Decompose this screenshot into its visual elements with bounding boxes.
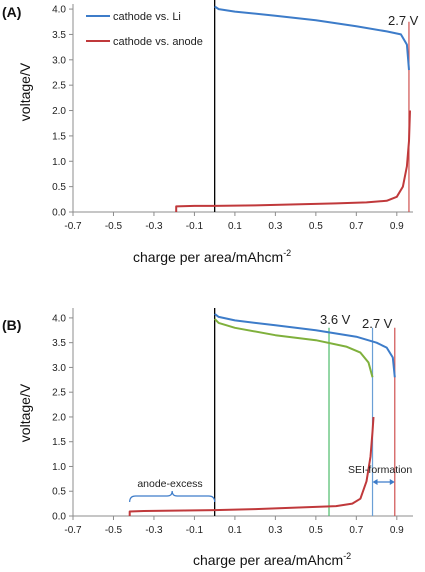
- x-tick-label: 0.5: [309, 525, 323, 536]
- panel-a-x-ticks: -0.7 -0.5 -0.3 -0.1 0.1 0.3 0.5 0.7 0.9: [64, 212, 404, 232]
- panel-a-y-ticks: 0.0 0.5 1.0 1.5 2.0 2.5 3.0 3.5 4.0: [52, 5, 73, 219]
- y-tick-label: 4.0: [52, 313, 66, 324]
- series-line: [214, 313, 396, 378]
- x-tick-label: 0.3: [268, 221, 282, 232]
- panel-a-marker-lines: [214, 0, 410, 212]
- x-tick-label: 0.1: [228, 221, 242, 232]
- y-tick-label: 1.0: [52, 157, 66, 168]
- series-line: [213, 318, 374, 378]
- x-tick-label: -0.5: [105, 221, 123, 232]
- x-tick-label: 0.9: [390, 525, 404, 536]
- y-tick-label: 2.5: [52, 81, 66, 92]
- x-tick-label: 0.9: [390, 221, 404, 232]
- y-tick-label: 3.5: [52, 338, 66, 349]
- y-tick-label: 0.5: [52, 182, 66, 193]
- series-line: [214, 5, 410, 71]
- y-tick-label: 4.0: [52, 5, 66, 16]
- x-tick-label: -0.1: [186, 525, 204, 536]
- panel-b-y-axis-label: voltage/V: [17, 383, 33, 442]
- sei-formation-label: SEI-formation: [348, 464, 412, 476]
- x-tick-label: 0.7: [349, 221, 363, 232]
- arrow-head-left: [372, 479, 378, 485]
- y-tick-label: 0.5: [52, 487, 66, 498]
- panel-b-annotation-3-6v: 3.6 V: [320, 312, 351, 327]
- anode-excess-bracket: [129, 490, 216, 503]
- x-tick-label: -0.3: [145, 525, 163, 536]
- y-tick-label: 1.0: [52, 462, 66, 473]
- y-tick-label: 0.0: [52, 512, 66, 523]
- y-tick-label: 2.0: [52, 412, 66, 423]
- panel-b-x-axis-label: charge per area/mAhcm-2: [193, 551, 351, 568]
- y-tick-label: 1.5: [52, 131, 66, 142]
- panel-b-y-ticks: 0.0 0.5 1.0 1.5 2.0 2.5 3.0 3.5 4.0: [52, 313, 73, 523]
- y-tick-label: 2.5: [52, 388, 66, 399]
- y-tick-label: 3.0: [52, 55, 66, 66]
- panel-b-x-axis-label-sup: -2: [343, 551, 351, 561]
- series-line: [175, 110, 411, 212]
- y-tick-label: 1.5: [52, 437, 66, 448]
- panel-a-label: (A): [2, 4, 21, 20]
- y-tick-label: 3.5: [52, 30, 66, 41]
- panel-a-x-axis-label-main: charge per area/mAhcm: [133, 249, 283, 265]
- x-tick-label: -0.5: [105, 525, 123, 536]
- panel-a-x-axis-label: charge per area/mAhcm-2: [133, 248, 291, 265]
- panel-a-x-axis-label-sup: -2: [283, 248, 291, 258]
- anode-excess-label: anode-excess: [137, 478, 202, 490]
- x-tick-label: 0.7: [349, 525, 363, 536]
- x-tick-label: -0.7: [64, 221, 82, 232]
- panel-b: (B) 0.0 0.5 1.0 1.5 2.0 2.5 3.0 3.5 4.0 -0.7 -0.5…: [2, 308, 413, 568]
- legend-label-cathode-vs-anode: cathode vs. anode: [113, 36, 203, 48]
- x-tick-label: -0.3: [145, 221, 163, 232]
- x-tick-label: 0.3: [268, 525, 282, 536]
- x-tick-label: 0.1: [228, 525, 242, 536]
- x-tick-label: 0.5: [309, 221, 323, 232]
- legend-label-cathode-vs-li: cathode vs. Li: [113, 11, 181, 23]
- panel-b-annotation-2-7v: 2.7 V: [362, 316, 393, 331]
- y-tick-label: 0.0: [52, 208, 66, 219]
- panel-a-series: [175, 5, 411, 212]
- series-line: [128, 416, 375, 516]
- panel-a-y-axis-label: voltage/V: [17, 62, 33, 121]
- x-tick-label: -0.7: [64, 525, 82, 536]
- panel-b-x-ticks: -0.7 -0.5 -0.3 -0.1 0.1 0.3 0.5 0.7 0.9: [64, 516, 404, 536]
- panel-b-series: [128, 313, 396, 516]
- x-tick-label: -0.1: [186, 221, 204, 232]
- panel-b-label: (B): [2, 317, 21, 333]
- panel-a: (A) 0.0 0.5 1.0 1.5 2.0 2.5 3.0 3.5 4.0 -0.7 -0.5…: [2, 0, 419, 265]
- panel-b-x-axis-label-main: charge per area/mAhcm: [193, 552, 343, 568]
- y-tick-label: 3.0: [52, 363, 66, 374]
- panel-a-legend: cathode vs. Li cathode vs. anode: [86, 11, 203, 48]
- arrow-head-right: [389, 479, 395, 485]
- y-tick-label: 2.0: [52, 106, 66, 117]
- bracket-path: [129, 490, 216, 503]
- sei-formation-arrow: [372, 479, 395, 485]
- panel-a-annotation-2-7v: 2.7 V: [388, 13, 419, 28]
